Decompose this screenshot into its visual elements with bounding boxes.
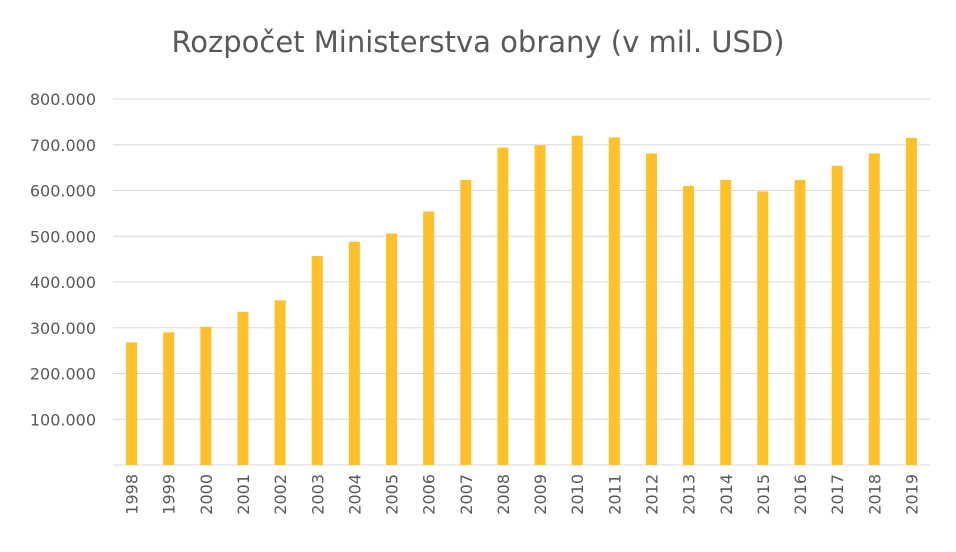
x-tick-label: 2010 [568, 474, 587, 515]
bar-2003 [311, 255, 323, 465]
x-tick-label: 2015 [754, 474, 773, 515]
x-tick-label: 2011 [605, 474, 624, 515]
bar-2013 [683, 185, 695, 465]
x-tick-label: 2000 [197, 474, 216, 515]
bar-2018 [868, 153, 880, 465]
bar-2009 [534, 145, 546, 465]
x-tick-label: 2017 [828, 474, 847, 515]
bars [126, 135, 917, 466]
gridlines [113, 98, 930, 466]
bar-2008 [497, 147, 509, 465]
y-tick-label: 500.000 [30, 227, 96, 246]
x-tick-label: 1998 [123, 474, 142, 515]
x-tick-label: 2012 [642, 474, 661, 515]
bar-2007 [460, 179, 472, 466]
bar-2014 [720, 179, 732, 466]
bar-2002 [274, 300, 286, 465]
x-tick-label: 2001 [234, 474, 253, 515]
bar-2010 [571, 135, 583, 465]
x-tick-label: 2014 [717, 474, 736, 515]
bar-2017 [831, 165, 843, 466]
bar-2006 [423, 211, 435, 465]
bar-2012 [645, 153, 657, 465]
y-tick-label: 400.000 [30, 273, 96, 292]
y-tick-label: 100.000 [30, 410, 96, 429]
bar-2015 [757, 191, 769, 465]
bar-2000 [200, 326, 212, 465]
bar-2001 [237, 311, 249, 465]
x-tick-label: 2003 [308, 474, 327, 515]
y-tick-label: 800.000 [30, 90, 96, 109]
y-tick-label: 600.000 [30, 182, 96, 201]
bar-1999 [163, 332, 175, 465]
y-axis-labels: 100.000 200.000 300.000 400.000 500.000 600.0… [30, 90, 96, 429]
chart-title: Rozpočet Ministerstva obrany (v mil. USD… [171, 25, 784, 59]
x-tick-label: 2007 [457, 474, 476, 515]
x-tick-label: 2005 [383, 474, 402, 515]
bar-2019 [905, 137, 917, 465]
x-tick-label: 2016 [791, 474, 810, 515]
x-tick-label: 2013 [680, 474, 699, 515]
x-tick-label: 2006 [420, 474, 439, 515]
bar-2005 [386, 233, 398, 465]
x-tick-label: 1999 [160, 474, 179, 515]
y-tick-label: 300.000 [30, 319, 96, 338]
x-tick-label: 2008 [494, 474, 513, 515]
y-tick-label: 700.000 [30, 136, 96, 155]
y-tick-label: 200.000 [30, 365, 96, 384]
x-tick-label: 2004 [345, 474, 364, 515]
x-axis-labels: 1998 1999 2000 2001 2002 2003 2004 2005 2006 2007… [123, 474, 922, 515]
bar-1998 [126, 342, 138, 465]
x-tick-label: 2009 [531, 474, 550, 515]
bar-2004 [348, 241, 360, 465]
bar-2011 [608, 137, 620, 465]
x-tick-label: 2002 [271, 474, 290, 515]
x-tick-label: 2018 [865, 474, 884, 515]
x-tick-label: 2019 [902, 474, 921, 515]
bar-2016 [794, 179, 806, 466]
